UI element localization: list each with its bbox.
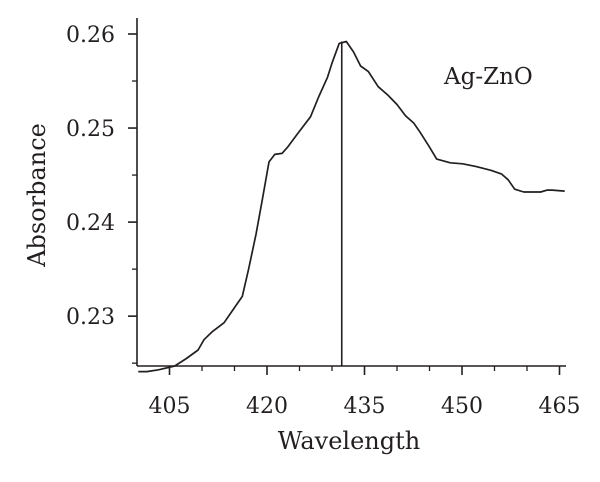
x-axis-label: Wavelength bbox=[278, 427, 420, 455]
x-tick-label: 450 bbox=[441, 394, 483, 419]
x-tick-label: 420 bbox=[246, 394, 288, 419]
axes: 0.23 0.24 0.25 0.26 405 420 435 450 465 bbox=[66, 18, 581, 419]
y-tick-label: 0.26 bbox=[66, 23, 115, 48]
y-tick-label: 0.23 bbox=[66, 305, 115, 330]
plot-area bbox=[138, 40, 565, 373]
y-tick-label: 0.25 bbox=[66, 117, 115, 142]
x-tick-label: 405 bbox=[149, 394, 191, 419]
y-tick-label: 0.24 bbox=[66, 211, 115, 236]
series-line bbox=[138, 40, 565, 373]
x-tick-label: 465 bbox=[539, 394, 581, 419]
legend-label: Ag-ZnO bbox=[443, 64, 533, 90]
x-tick-label: 435 bbox=[344, 394, 386, 419]
y-axis-label: Absorbance bbox=[23, 123, 51, 268]
